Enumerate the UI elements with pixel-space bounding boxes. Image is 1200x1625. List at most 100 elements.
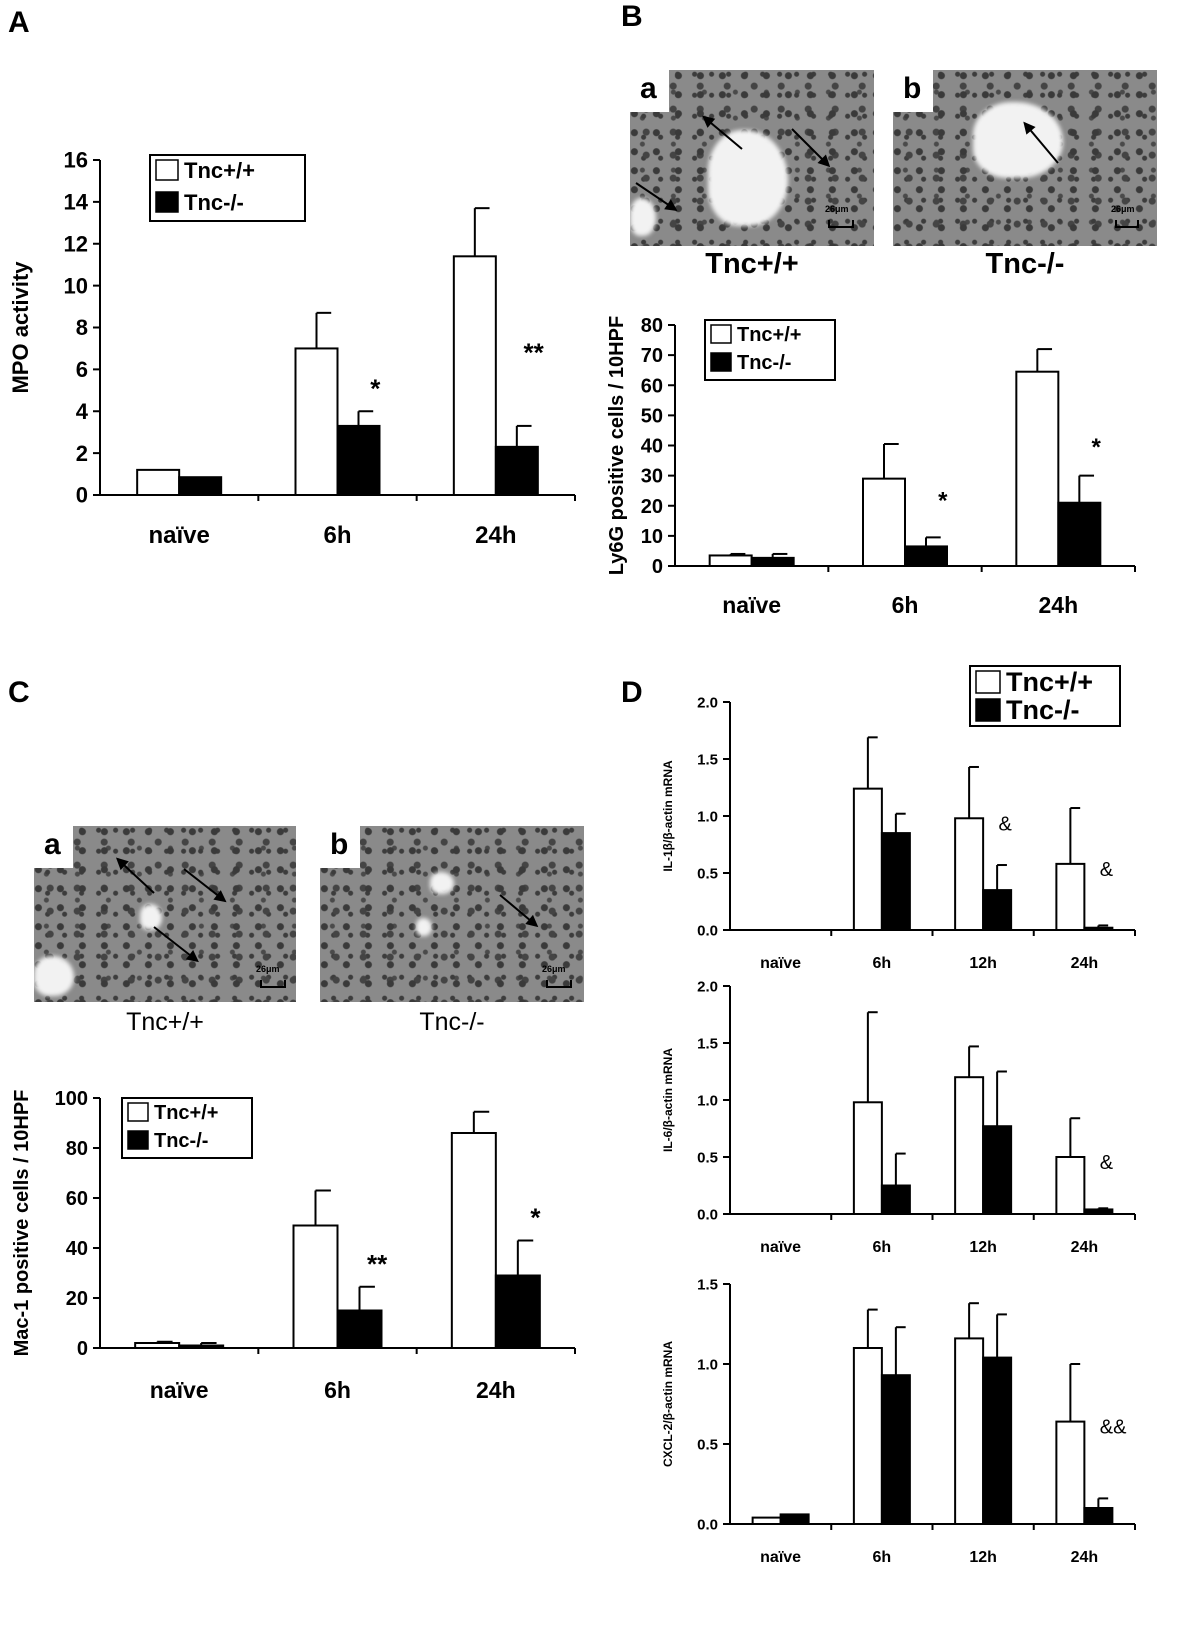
bar-knockout [1083,926,1114,932]
x-tick-label: 6h [323,522,351,549]
significance-mark: & [1100,859,1114,881]
y-tick-label: 0.0 [697,1516,718,1533]
legend-swatch-knockout [155,191,179,213]
y-axis-label: Ly6G positive cells / 10HPF [606,316,628,575]
legend-label: Tnc+/+ [737,324,801,346]
bar-knockout [880,1374,911,1525]
x-tick-label: naïve [722,592,781,618]
bar-knockout [336,1309,383,1349]
y-tick-label: 4 [76,399,89,424]
y-tick-label: 1.0 [697,1356,718,1373]
bar-wildtype [852,787,883,931]
micrograph-tag-b: b [893,70,934,112]
legend-label: Tnc-/- [154,1130,208,1152]
x-tick-label: 24h [1071,1239,1099,1256]
significance-mark: && [1100,1417,1127,1439]
bar-wildtype [452,255,497,496]
x-tick-label: 24h [1071,1549,1099,1566]
bar-wildtype [954,1337,985,1526]
bar-wildtype [862,477,906,567]
y-tick-label: 10 [64,273,88,298]
x-tick-label: naïve [760,955,801,972]
scale-label: 26μm [1111,204,1135,214]
legend-label: Tnc+/+ [184,158,255,183]
chart-b-ly6g: 0 10 20 30 40 50 60 70 80 Ly6G positive cells / 1… [606,315,1136,618]
bar-wildtype [954,1076,985,1215]
significance-mark: * [370,373,381,403]
y-tick-label: 6 [76,357,88,382]
y-tick-label: 8 [76,315,88,340]
micrograph-tag-a: a [34,826,73,868]
chart-d-il6: 0.0 0.5 1.0 1.5 2.0 IL-6/β-actin mRNA naïve 6h 1… [661,978,1136,1256]
bar-knockout [880,1184,911,1215]
y-axis-label: Mac-1 positive cells / 10HPF [11,1090,33,1357]
chart-d-il1b: 0.0 0.5 1.0 1.5 2.0 IL-1β/β-actin mRNA naïve 6h… [661,665,1136,972]
x-tick-label: 24h [1071,955,1099,972]
y-tick-label: 2.0 [697,978,718,995]
bar-wildtype [708,554,753,568]
x-tick-label: naïve [150,1377,209,1403]
bar-knockout [750,556,795,567]
significance-mark: * [530,1203,541,1233]
x-tick-label: naïve [148,522,209,549]
significance-mark: ** [367,1249,388,1279]
x-tick-label: 12h [969,955,997,972]
bar-knockout [1083,1208,1114,1216]
significance-mark: * [1091,434,1101,461]
panel-letter-d: D [621,676,643,709]
micrograph-b-knockout: b 26μm [893,70,1157,246]
bar-wildtype [450,1132,497,1349]
x-tick-label: naïve [760,1549,801,1566]
y-tick-label: 100 [55,1088,88,1110]
micrograph-b-wildtype: a 26μm [630,70,874,246]
panel-letter-b: B [621,0,643,33]
y-tick-label: 0.5 [697,865,718,882]
y-tick-label: 16 [64,148,88,173]
y-tick-label: 80 [66,1138,88,1160]
y-tick-label: 60 [641,375,663,397]
bar-wildtype [1055,1420,1086,1526]
x-tick-label: 24h [476,1377,516,1403]
bar-knockout [982,1356,1013,1525]
bar-wildtype [294,347,339,496]
y-tick-label: 1.0 [697,1092,718,1109]
y-axis-label: MPO activity [8,261,33,394]
scale-bar [546,980,572,988]
panel-letter-a: A [8,6,30,39]
bar-knockout [494,1274,541,1349]
bar-knockout [904,545,948,567]
legend-swatch-wildtype [710,324,732,344]
y-tick-label: 12 [64,231,88,256]
y-axis-label: IL-6/β-actin mRNA [661,1048,675,1152]
y-tick-label: 10 [641,526,663,548]
y-tick-label: 0.5 [697,1149,718,1166]
y-tick-label: 0 [652,556,663,578]
micrograph-tag-a: a [630,70,669,112]
micrograph-caption: Tnc+/+ [126,1008,204,1036]
bar-knockout [779,1513,810,1525]
scale-label: 26μm [542,964,566,974]
y-tick-label: 0.0 [697,1206,718,1223]
bar-wildtype [852,1101,883,1215]
y-tick-label: 1.5 [697,751,718,768]
bar-wildtype [954,817,985,931]
bar-wildtype [751,1516,782,1526]
x-tick-label: 6h [873,1239,892,1256]
y-tick-label: 1.5 [697,1035,718,1052]
y-tick-label: 14 [64,190,89,215]
y-tick-label: 2 [76,441,88,466]
micrograph-tag-b: b [320,826,361,868]
bar-wildtype [1055,862,1086,932]
y-tick-label: 30 [641,466,663,488]
x-tick-label: 6h [324,1377,351,1403]
scale-bar [1115,220,1139,228]
bar-knockout [178,1344,225,1349]
bar-wildtype [1055,1156,1086,1215]
micrograph-c-wildtype: a 26μm [34,826,296,1002]
chart-a-mpo: 0 2 4 6 8 10 12 14 16 MPO activity naïve 6h * 24h ** Tn… [8,148,576,549]
y-tick-label: 0.0 [697,922,718,939]
bar-knockout [880,832,911,932]
x-tick-label: 12h [969,1239,997,1256]
legend-swatch-knockout [975,698,1001,722]
x-tick-label: 6h [873,955,892,972]
